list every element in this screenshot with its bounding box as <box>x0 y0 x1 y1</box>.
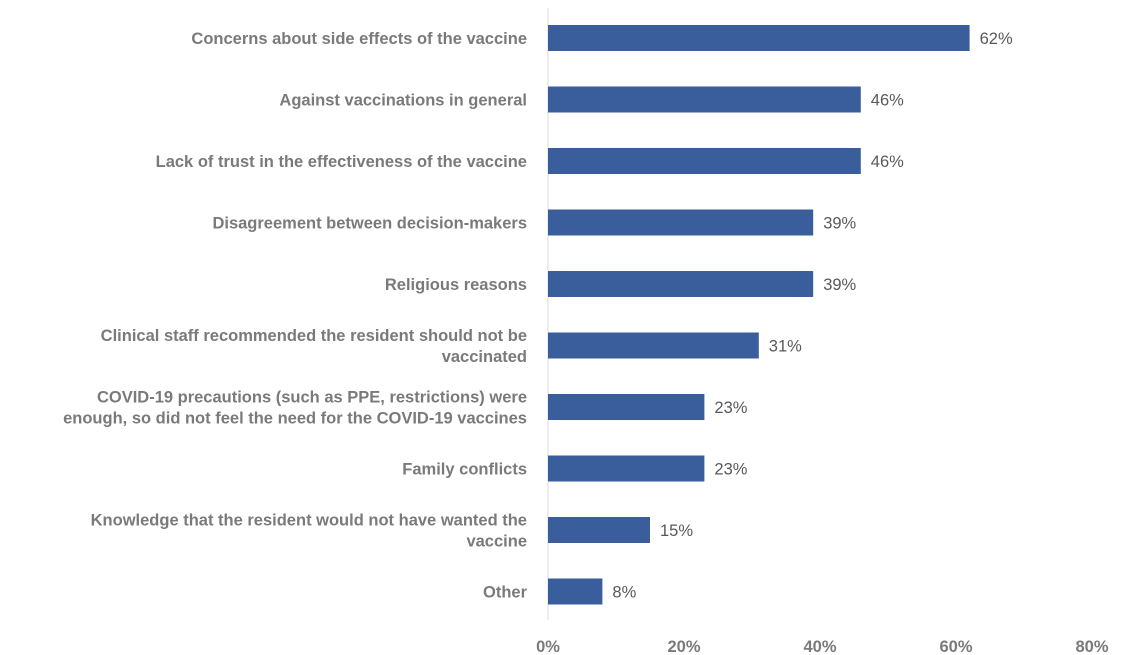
value-label-3: 39% <box>823 215 856 233</box>
value-label-9: 8% <box>612 584 636 602</box>
bar-0 <box>548 25 970 51</box>
bar-1 <box>548 86 861 113</box>
bar-9 <box>548 578 603 605</box>
bar-8 <box>548 517 650 543</box>
value-label-2: 46% <box>871 153 904 171</box>
category-label-9-line-0: Other <box>483 584 528 602</box>
category-label-3-line-0: Disagreement between decision-makers <box>212 215 527 233</box>
category-label-0-line-0: Concerns about side effects of the vacci… <box>191 30 527 48</box>
value-label-4: 39% <box>823 276 856 294</box>
x-tick-label-0: 0% <box>536 638 560 655</box>
category-label-5-line-0: Clinical staff recommended the resident … <box>101 327 527 345</box>
value-label-6: 23% <box>714 399 747 417</box>
category-label-5-line-1: vaccinated <box>442 348 527 366</box>
x-tick-labels-layer: 0% 20% 40% 60% 80% <box>536 638 1109 655</box>
bars-layer <box>548 25 970 605</box>
category-label-6: COVID-19 precautions (such as PPE, restr… <box>63 389 527 428</box>
value-label-0: 62% <box>980 30 1013 48</box>
category-label-8: Knowledge that the resident would not ha… <box>91 512 527 551</box>
value-label-5: 31% <box>769 338 802 356</box>
bar-4 <box>548 271 814 297</box>
category-label-2-line-0: Lack of trust in the effectiveness of th… <box>156 153 527 171</box>
bar-3 <box>548 209 814 236</box>
x-tick-label-2: 40% <box>803 638 836 655</box>
category-labels-layer: Concerns about side effects of the vacci… <box>63 30 527 602</box>
category-label-1-line-0: Against vaccinations in general <box>279 92 527 110</box>
value-label-7: 23% <box>714 461 747 479</box>
category-label-6-line-1: enough, so did not feel the need for the… <box>63 410 527 428</box>
category-label-8-line-1: vaccine <box>466 533 527 551</box>
value-labels-layer: 62% 46% 46% 39% 39% 31% 23% 23% 15% 8% <box>612 30 1013 602</box>
bar-5 <box>548 332 759 359</box>
x-tick-label-1: 20% <box>667 638 700 655</box>
category-label-5: Clinical staff recommended the resident … <box>101 327 527 366</box>
category-label-7: Family conflicts <box>402 461 527 479</box>
category-label-0: Concerns about side effects of the vacci… <box>191 30 527 48</box>
value-label-1: 46% <box>871 92 904 110</box>
bar-6 <box>548 394 705 420</box>
category-label-4-line-0: Religious reasons <box>385 276 527 294</box>
category-label-7-line-0: Family conflicts <box>402 461 527 479</box>
category-label-1: Against vaccinations in general <box>279 92 527 110</box>
category-label-9: Other <box>483 584 528 602</box>
category-label-6-line-0: COVID-19 precautions (such as PPE, restr… <box>97 389 527 407</box>
value-label-8: 15% <box>660 522 693 540</box>
bar-7 <box>548 455 705 482</box>
bar-2 <box>548 148 861 174</box>
x-tick-label-4: 80% <box>1075 638 1108 655</box>
category-label-4: Religious reasons <box>385 276 527 294</box>
category-label-2: Lack of trust in the effectiveness of th… <box>156 153 527 171</box>
category-label-3: Disagreement between decision-makers <box>212 215 527 233</box>
category-label-8-line-0: Knowledge that the resident would not ha… <box>91 512 527 530</box>
x-tick-label-3: 60% <box>939 638 972 655</box>
